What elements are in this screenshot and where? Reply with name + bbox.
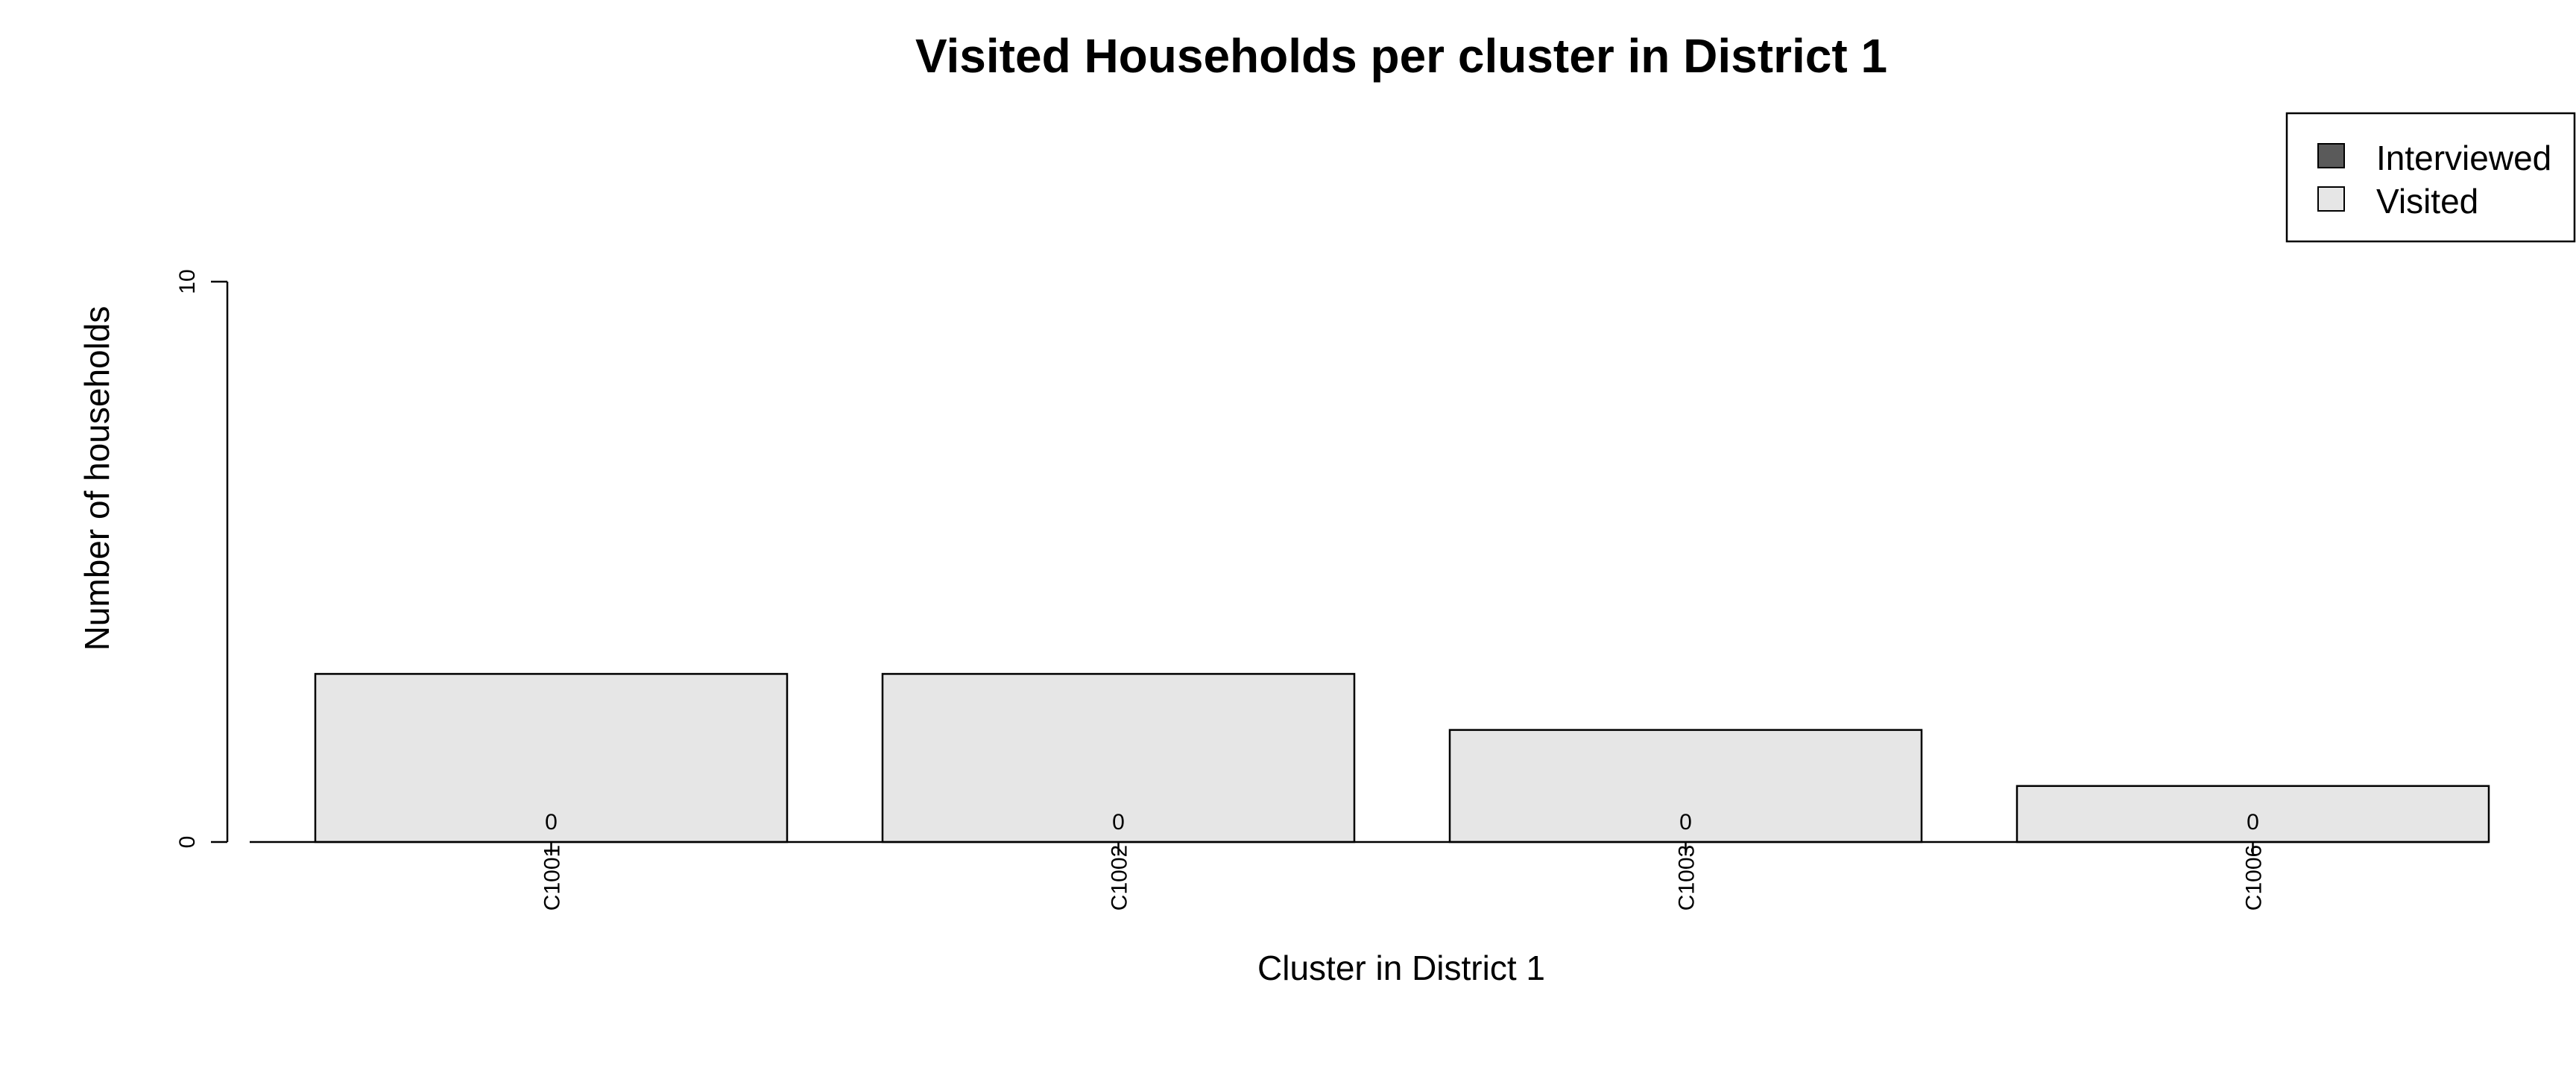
chart-title: Visited Households per cluster in Distri…	[915, 29, 1887, 83]
x-tick-label-c1001: C1001	[540, 845, 565, 911]
legend-label-interviewed: Interviewed	[2376, 139, 2551, 177]
bars-group: 0 0 0 0	[250, 673, 2490, 843]
bar-visited-c1001	[314, 673, 789, 843]
bar-data-label: 0	[1112, 810, 1125, 835]
x-tick-label-c1006: C1006	[2242, 845, 2267, 911]
bar-data-label: 0	[1679, 810, 1692, 835]
x-tick-label-c1003: C1003	[1675, 845, 1699, 911]
y-tick-label: 10	[175, 269, 200, 294]
legend-swatch-interviewed	[2317, 143, 2345, 168]
legend-label-visited: Visited	[2376, 182, 2478, 221]
legend-swatch-visited	[2317, 186, 2345, 212]
bar-visited-c1003	[1448, 729, 1923, 843]
legend-box	[2285, 112, 2576, 243]
x-tick-label-c1002: C1002	[1108, 845, 1132, 911]
legend: Interviewed Visited	[2285, 112, 2576, 243]
y-axis-title: Number of households	[78, 306, 116, 651]
x-axis-title: Cluster in District 1	[1257, 949, 1545, 987]
bar-visited-c1002	[881, 673, 1356, 843]
bar-data-label: 0	[2247, 810, 2259, 835]
x-axis-ticks: C1001 C1002 C1003 C1006	[540, 842, 2267, 911]
y-tick-label: 0	[175, 836, 200, 849]
y-axis: 0 10	[175, 269, 229, 849]
bar-data-label: 0	[545, 810, 558, 835]
